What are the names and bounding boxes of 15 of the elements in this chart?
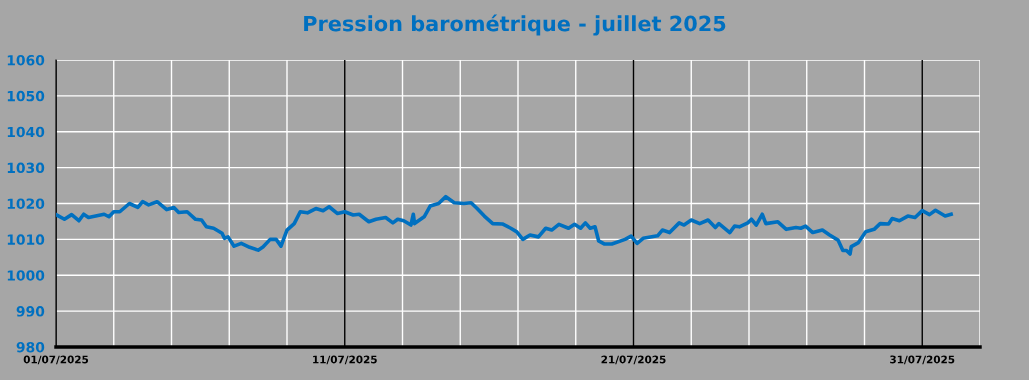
y-tick-label: 1030 — [7, 162, 45, 174]
x-tick-label: 01/07/2025 — [23, 355, 89, 365]
y-tick-label: 1020 — [7, 198, 45, 209]
y-tick-label: 1040 — [7, 126, 45, 138]
line-series — [56, 194, 953, 256]
y-tick-label: 990 — [16, 306, 45, 317]
y-tick-label: 1000 — [7, 270, 45, 281]
x-tick-label: 31/07/2025 — [890, 355, 955, 365]
x-tick-label: 11/07/2025 — [313, 355, 377, 365]
chart-title: Pression barométrique - juillet 2025 — [304, 14, 726, 36]
x-tick-label: 21/07/2025 — [601, 355, 666, 365]
y-tick-label: 1060 — [7, 54, 45, 66]
y-tick-label: 980 — [16, 341, 45, 353]
y-tick-label: 1050 — [7, 90, 45, 102]
y-tick-label: 1010 — [7, 234, 45, 245]
